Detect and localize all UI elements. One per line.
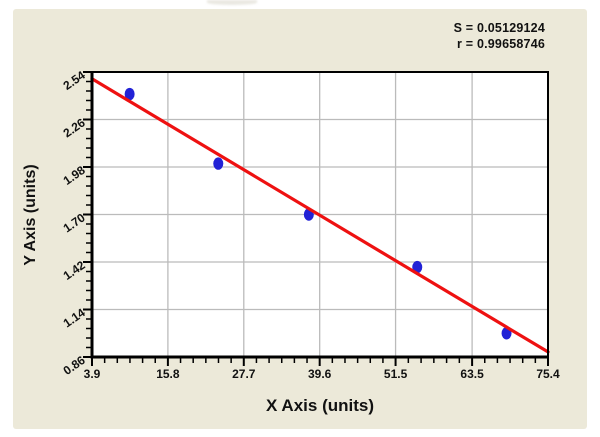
stat-s-value: S = 0.05129124 bbox=[453, 21, 545, 35]
x-tick-label: 75.4 bbox=[536, 367, 560, 381]
x-tick-label: 63.5 bbox=[460, 367, 484, 381]
screen-artifact bbox=[207, 0, 257, 5]
x-tick-label: 27.7 bbox=[232, 367, 256, 381]
data-point bbox=[124, 87, 135, 101]
fit-statistics: S = 0.05129124 r = 0.99658746 bbox=[454, 21, 545, 52]
fit-line bbox=[90, 77, 550, 354]
x-axis-title: X Axis (units) bbox=[266, 396, 374, 415]
x-tick-label: 15.8 bbox=[156, 367, 180, 381]
x-tick-label: 3.9 bbox=[84, 367, 101, 381]
x-tick-label: 39.6 bbox=[308, 367, 332, 381]
data-point bbox=[213, 157, 224, 170]
data-point bbox=[412, 260, 423, 274]
x-tick-label: 51.5 bbox=[384, 367, 408, 381]
stat-r-value: r = 0.99658746 bbox=[457, 36, 545, 51]
y-axis-title: Y Axis (units) bbox=[22, 164, 39, 265]
